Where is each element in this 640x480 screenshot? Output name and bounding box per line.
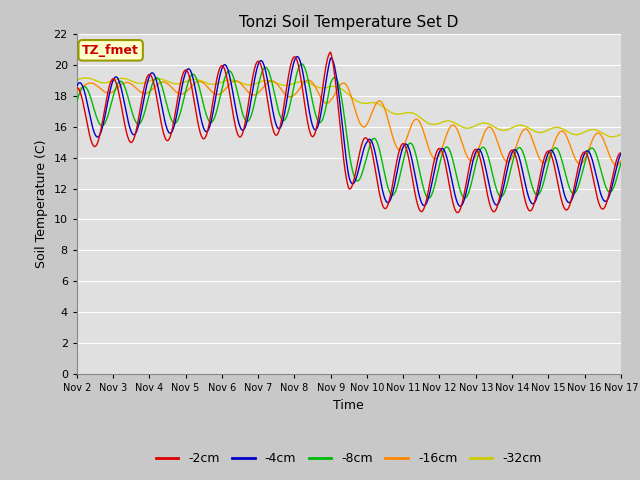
Title: Tonzi Soil Temperature Set D: Tonzi Soil Temperature Set D — [239, 15, 458, 30]
Legend: -2cm, -4cm, -8cm, -16cm, -32cm: -2cm, -4cm, -8cm, -16cm, -32cm — [151, 447, 547, 470]
Y-axis label: Soil Temperature (C): Soil Temperature (C) — [35, 140, 48, 268]
X-axis label: Time: Time — [333, 399, 364, 412]
Text: TZ_fmet: TZ_fmet — [82, 44, 139, 57]
